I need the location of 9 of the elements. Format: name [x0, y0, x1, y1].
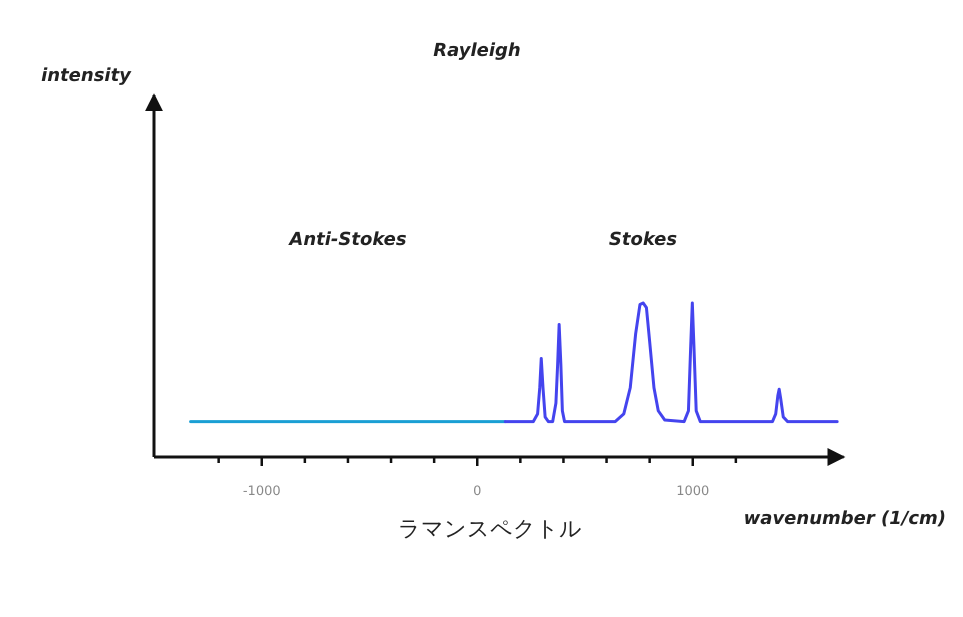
x-tick-label: 0 — [473, 484, 482, 499]
text: Stokes — [608, 229, 678, 250]
x-axis-title: wavenumber (1/cm) — [744, 508, 946, 529]
text: intensity — [41, 65, 132, 86]
text: Rayleigh — [433, 40, 521, 61]
x-tick-label: 1000 — [676, 484, 710, 499]
text: ラマンスペクトル — [398, 517, 582, 542]
text: Anti-Stokes — [287, 229, 407, 250]
x-tick-label: -1000 — [242, 484, 281, 499]
